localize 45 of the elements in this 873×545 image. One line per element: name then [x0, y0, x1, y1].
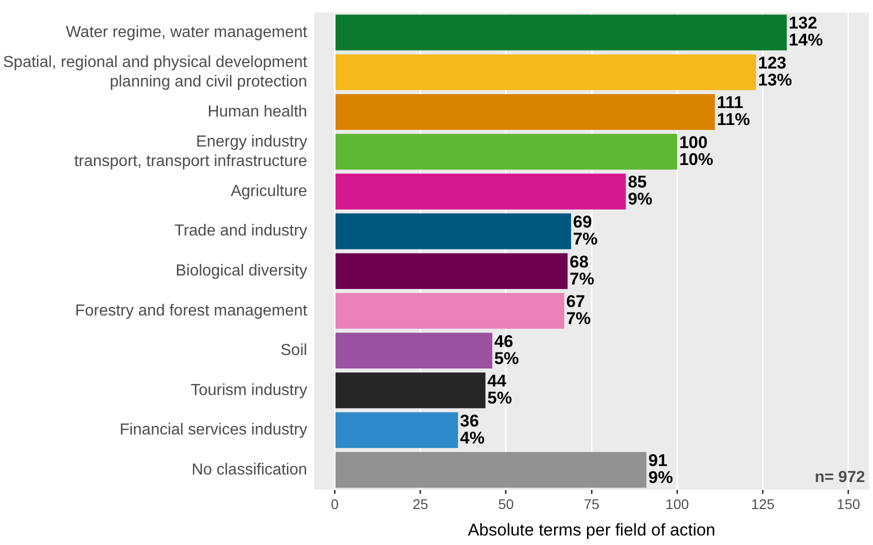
y-tick-label: Financial services industry [120, 422, 308, 439]
bar [335, 213, 572, 250]
data-label: 132 14% [788, 14, 823, 50]
y-tick-label: Trade and industry [174, 222, 308, 240]
y-tick-label: Biological diversity [176, 262, 308, 280]
data-label: 44 5% [487, 372, 512, 408]
data-label: 68 7% [570, 252, 594, 288]
data-label: 36 4% [460, 411, 485, 448]
x-tick-label: 50 [498, 496, 514, 512]
x-axis-title: Absolute terms per field of action [468, 520, 716, 540]
bar [335, 372, 486, 408]
y-tick-label: Human health [208, 103, 308, 120]
x-tick-label: 150 [836, 496, 860, 512]
x-tick-label: 125 [751, 496, 775, 512]
data-label: 69 7% [573, 212, 598, 249]
bar [335, 14, 787, 50]
bar [335, 332, 492, 369]
data-label: 123 13% [758, 53, 792, 90]
data-label: 85 9% [628, 172, 652, 209]
bar [335, 452, 646, 488]
annotation: n= 972 [814, 469, 866, 486]
bar [335, 174, 626, 210]
bar [335, 54, 756, 90]
data-label: 46 5% [494, 332, 519, 368]
bar [335, 292, 564, 329]
y-tick-label: Spatial, regional and physical development planning and civil protection [2, 54, 308, 90]
y-tick-label: Energy industry transport, transport infrastructure [74, 134, 308, 170]
x-tick-label: 25 [412, 496, 428, 512]
data-label: 91 9% [648, 451, 673, 488]
bar [335, 94, 715, 130]
y-tick-label: Forestry and forest management [75, 302, 308, 320]
y-tick-label: No classification [192, 461, 308, 478]
x-tick-label: 100 [666, 496, 690, 512]
y-tick-label: Water regime, water management [66, 24, 308, 41]
data-label: 111 11% [716, 93, 750, 130]
y-tick-label: Soil [280, 342, 308, 360]
x-tick-label: 75 [584, 496, 600, 512]
x-tick-label: 0 [330, 496, 339, 512]
bar [335, 253, 568, 289]
y-tick-label: Agriculture [230, 182, 308, 200]
data-label: 67 7% [566, 292, 591, 328]
y-tick-label: Tourism industry [190, 382, 308, 399]
data-label: 100 10% [679, 132, 714, 169]
bar [335, 134, 678, 170]
bar [335, 412, 458, 448]
